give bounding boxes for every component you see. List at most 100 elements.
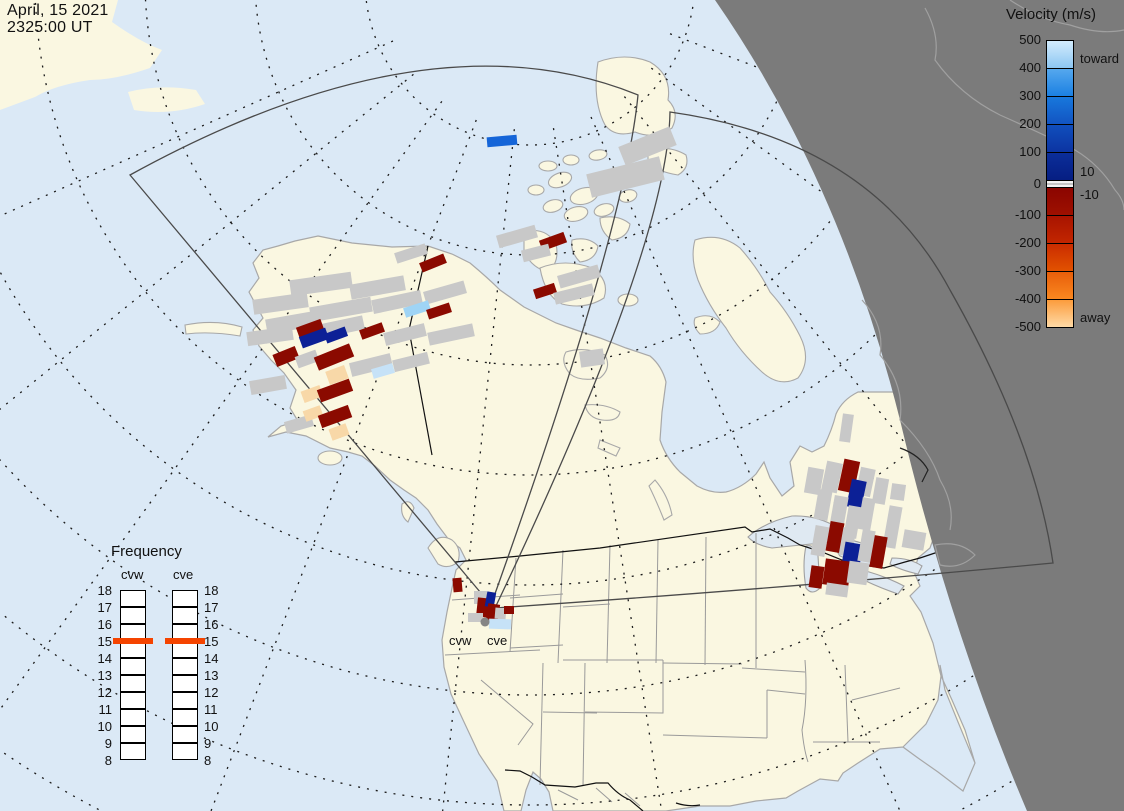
frequency-tick-label: 14 [97, 651, 112, 666]
landmass-russia [0, 0, 205, 112]
velocity-tile [419, 253, 447, 273]
velocity-tile [383, 323, 427, 346]
velocity-tile [808, 565, 825, 589]
velocity-tile [889, 483, 907, 501]
velocity-tile [317, 404, 353, 429]
velocity-tile [294, 349, 320, 369]
velocity-tick-label: -300 [1014, 263, 1041, 278]
velocity-tick-label: -200 [1014, 235, 1041, 250]
frequency-tick-label: 18 [204, 583, 219, 598]
frequency-tick-label: 18 [97, 583, 112, 598]
velocity-tile [901, 529, 927, 551]
velocity-tile [846, 478, 867, 510]
velocity-tile [349, 275, 406, 300]
velocity-legend-title: Velocity (m/s) [1006, 6, 1097, 23]
frequency-tick-label: 16 [97, 617, 112, 632]
velocity-tick-label: -400 [1014, 291, 1041, 306]
velocity-tile [557, 264, 601, 289]
pos-threshold-label: 10 [1080, 164, 1095, 179]
night-border-line [899, 447, 929, 483]
velocity-zero-band [1047, 181, 1073, 188]
frequency-tick-label: 11 [98, 702, 113, 717]
frequency-box [172, 692, 198, 709]
velocity-tile [494, 607, 507, 620]
velocity-tile [325, 365, 349, 385]
frequency-tick-label: 10 [97, 719, 112, 734]
velocity-tile [846, 560, 870, 586]
frequency-column-label: cvw [121, 567, 144, 582]
arctic-islands [523, 56, 807, 383]
frequency-column-label: cve [173, 567, 194, 582]
velocity-tile [300, 384, 324, 404]
frequency-tick-label: 13 [97, 668, 112, 683]
velocity-tick-label: 0 [1033, 175, 1041, 191]
active-frequency-marker [165, 638, 205, 644]
velocity-tile [803, 466, 825, 496]
frequency-box [120, 743, 146, 760]
velocity-tile [298, 327, 330, 349]
frequency-box [120, 590, 146, 607]
frequency-box [120, 709, 146, 726]
frequency-box [120, 658, 146, 675]
frequency-tick-label: 9 [104, 736, 112, 751]
frequency-tick-label: 8 [104, 753, 112, 768]
frequency-tick-label: 8 [204, 753, 212, 768]
frequency-tick-label: 11 [204, 702, 218, 717]
velocity-tile [252, 292, 309, 315]
velocity-tile [553, 283, 595, 305]
velocity-tick-label: 200 [1019, 116, 1041, 131]
velocity-tiles [246, 126, 927, 630]
landmass-north-america [248, 235, 976, 811]
frequency-box [120, 607, 146, 624]
velocity-tile [532, 282, 558, 300]
velocity-tile [328, 423, 350, 441]
frequency-box [172, 607, 198, 624]
velocity-tile [495, 224, 539, 249]
velocity-tick-label: 500 [1019, 32, 1041, 47]
velocity-tile [520, 243, 552, 263]
velocity-colorbar [1046, 40, 1074, 328]
velocity-colorbar-segment [1047, 188, 1073, 216]
frequency-tick-label: 17 [204, 600, 219, 615]
velocity-tile [313, 343, 355, 371]
velocity-tile [249, 374, 287, 396]
velocity-colorbar-segment [1047, 244, 1073, 272]
velocity-colorbar-segment [1047, 69, 1073, 97]
fan-cvw [128, 65, 639, 606]
velocity-tile [289, 271, 353, 297]
frequency-box [172, 743, 198, 760]
frequency-box [172, 709, 198, 726]
velocity-colorbar-segment [1047, 216, 1073, 244]
frequency-box [120, 726, 146, 743]
velocity-tile [504, 606, 514, 614]
timestamp-block: April, 15 2021 2325:00 UT [7, 2, 109, 36]
velocity-colorbar-segment [1047, 272, 1073, 300]
velocity-tile [822, 558, 852, 588]
velocity-tile [618, 126, 677, 166]
velocity-tick-label: -100 [1014, 207, 1041, 222]
velocity-tile [371, 289, 423, 315]
radar-site-dot[interactable] [480, 617, 490, 627]
frequency-box [172, 675, 198, 692]
frequency-tick-label: 15 [97, 634, 112, 649]
velocity-colorbar-segment [1047, 125, 1073, 153]
neg-threshold-label: -10 [1080, 187, 1099, 202]
night-coastlines [861, 0, 1124, 567]
time-text: 2325:00 UT [7, 19, 93, 36]
velocity-tile [810, 525, 830, 557]
velocity-tile [392, 351, 430, 373]
velocity-colorbar-segment [1047, 97, 1073, 125]
velocity-colorbar-segment [1047, 153, 1073, 181]
velocity-tile [857, 497, 876, 531]
velocity-tile [857, 529, 876, 563]
frequency-tick-label: 17 [97, 600, 112, 615]
velocity-tile [486, 134, 518, 148]
active-frequency-marker [113, 638, 153, 644]
velocity-tile [871, 477, 890, 505]
frequency-tick-label: 15 [204, 634, 219, 649]
velocity-tile [869, 535, 888, 569]
date-text: April, 15 2021 [7, 2, 109, 19]
frequency-tick-label: 12 [97, 685, 112, 700]
velocity-tile [813, 489, 833, 521]
